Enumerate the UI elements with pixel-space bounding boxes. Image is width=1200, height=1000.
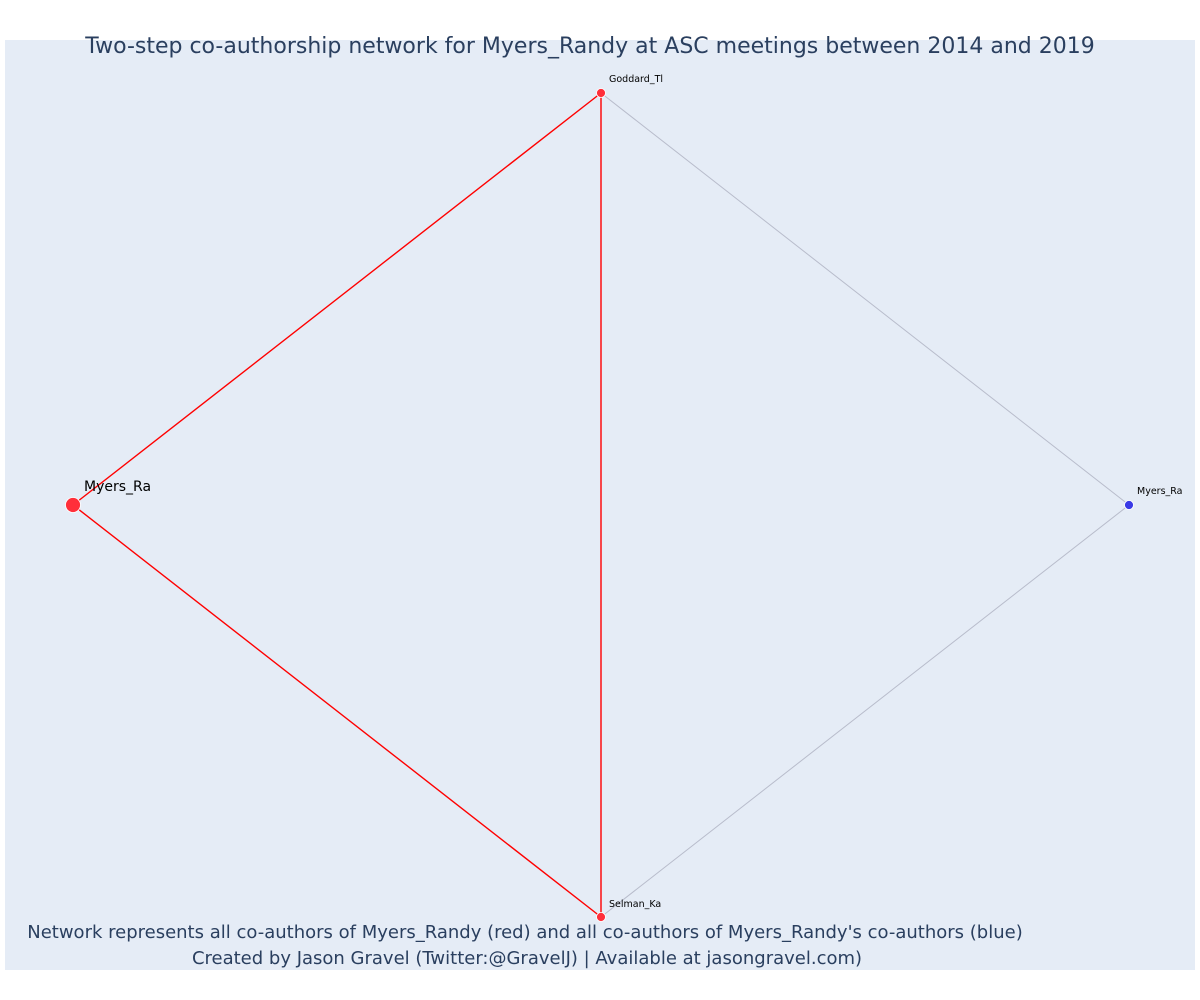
edge-n0-n1 — [72, 92, 602, 506]
footer-credit: Created by Jason Gravel (Twitter:@Gravel… — [192, 948, 862, 969]
node-label-n0: Myers_Ra — [84, 479, 151, 495]
edge-n2-n3 — [600, 504, 1130, 918]
node-n3[interactable] — [1124, 500, 1134, 510]
nodes-layer — [65, 88, 1134, 922]
edges-layer — [72, 92, 1130, 918]
node-n1[interactable] — [596, 88, 606, 98]
node-label-n1: Goddard_Tl — [609, 74, 663, 85]
node-label-n2: Selman_Ka — [609, 899, 661, 910]
labels-layer: Myers_Ra Goddard_Tl Selman_Ka Myers_Ra — [84, 74, 1182, 910]
plot-background — [5, 40, 1195, 970]
edge-n1-n3 — [600, 92, 1130, 506]
chart-title: Two-step co-authorship network for Myers… — [84, 34, 1094, 59]
node-n2[interactable] — [596, 912, 606, 922]
node-n0[interactable] — [65, 497, 81, 513]
edge-n0-n2 — [72, 504, 602, 918]
node-label-n3: Myers_Ra — [1137, 486, 1182, 497]
footer-caption: Network represents all co-authors of Mye… — [27, 922, 1023, 943]
